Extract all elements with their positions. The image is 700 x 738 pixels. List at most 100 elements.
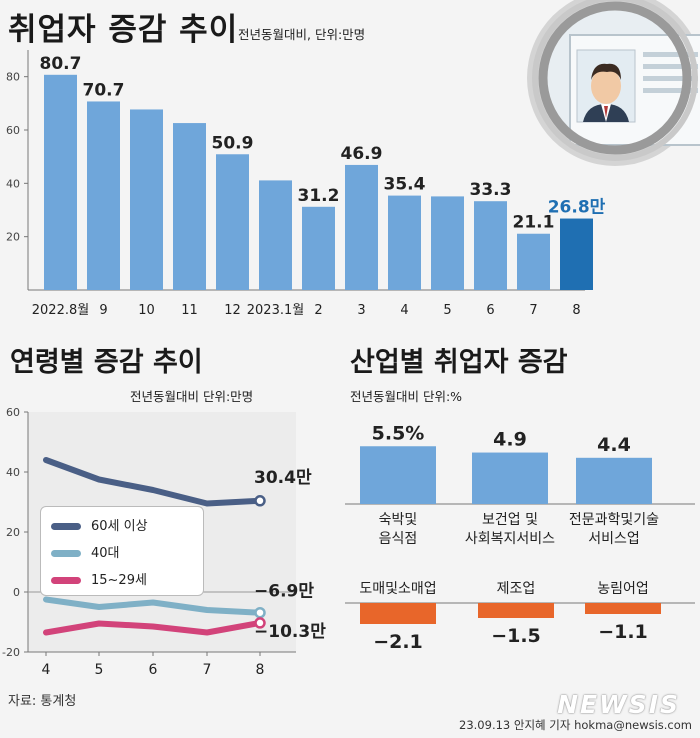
x-tick-label: 12	[224, 303, 241, 318]
industry-bar	[360, 603, 436, 624]
x-tick-label: 2	[314, 303, 322, 318]
legend-label-40s: 40대	[91, 546, 120, 561]
bar-data-label: 46.9	[341, 144, 383, 164]
y-tick-label: 80	[6, 71, 20, 84]
series-line	[43, 596, 263, 616]
bar	[259, 180, 292, 290]
bar	[216, 154, 249, 290]
bar	[474, 201, 507, 290]
industry-category-label: 숙박및	[379, 512, 418, 528]
bar	[130, 109, 163, 290]
x-tick-label: 6	[486, 303, 494, 318]
legend-item-60plus: 60세 이상	[51, 515, 148, 534]
industry-value-label: 4.9	[493, 429, 527, 451]
bar	[87, 101, 120, 290]
bar-data-label: 26.8만	[548, 198, 606, 218]
series-end-label: 30.4만	[254, 468, 312, 488]
bar-data-label: 35.4	[384, 175, 426, 195]
x-tick-label: 4	[42, 662, 51, 678]
industry-value-label: 5.5%	[372, 422, 425, 444]
industry-category-label: 전문과학및기술	[569, 512, 659, 528]
industry-bar	[585, 603, 661, 614]
x-tick-label: 5	[95, 662, 104, 678]
series-line	[43, 457, 263, 507]
series-end-label: −6.9만	[254, 582, 314, 602]
industry-value-label: −1.1	[598, 621, 648, 643]
bar-data-label: 50.9	[212, 133, 254, 153]
legend-label-15-29: 15~29세	[91, 573, 147, 588]
industry-category-label: 농림어업	[597, 581, 649, 597]
bar-data-label: 80.7	[40, 54, 82, 74]
bar-data-label: 70.7	[83, 80, 125, 100]
bar	[388, 195, 421, 290]
industry-bar	[360, 446, 436, 504]
bar-data-label: 33.3	[470, 180, 512, 200]
x-tick-label: 6	[149, 662, 158, 678]
y-tick-label: -20	[2, 646, 20, 659]
series-line	[43, 619, 263, 636]
y-tick-label: 0	[13, 586, 20, 599]
legend-swatch-40s	[51, 550, 81, 557]
byline-credit: 23.09.13 안지혜 기자 hokma@newsis.com	[459, 718, 692, 732]
y-tick-label: 40	[6, 466, 20, 479]
line-chart-legend: 60세 이상 40대 15~29세	[40, 506, 204, 596]
x-tick-label: 10	[138, 303, 155, 318]
industry-category-label: 제조업	[497, 581, 536, 597]
industry-section-title: 산업별 취업자 증감	[350, 347, 568, 378]
bar	[560, 218, 593, 290]
legend-swatch-15-29	[51, 577, 81, 584]
industry-bar	[472, 452, 548, 504]
legend-item-15-29: 15~29세	[51, 569, 147, 588]
industry-section-subtitle: 전년동월대비 단위:%	[350, 389, 463, 404]
series-end-point	[254, 606, 266, 619]
industry-value-label: −1.5	[491, 625, 541, 647]
person-face-icon	[591, 68, 621, 104]
industry-value-label: 4.4	[597, 434, 631, 456]
newsis-watermark: NEWSIS	[557, 690, 680, 719]
x-tick-label: 8	[256, 662, 265, 678]
series-end-point	[254, 495, 266, 507]
bar	[345, 164, 378, 290]
page-subtitle: 전년동월대비, 단위:만명	[238, 27, 366, 42]
bar	[173, 123, 206, 290]
industry-value-label: −2.1	[373, 631, 423, 653]
x-tick-label: 2022.8월	[32, 303, 89, 318]
industry-category-label: 음식점	[379, 531, 418, 547]
bar	[431, 196, 464, 290]
legend-swatch-60plus	[51, 523, 81, 530]
series-end-label: −10.3만	[254, 622, 326, 642]
series-end-point	[254, 617, 266, 629]
bar-data-label: 31.2	[298, 186, 340, 206]
industry-bar	[478, 603, 554, 618]
x-tick-label: 9	[99, 303, 107, 318]
industry-category-label: 보건업 및	[482, 512, 538, 528]
y-tick-label: 40	[6, 177, 20, 190]
y-tick-label: 60	[6, 124, 20, 137]
magnifier-illustration	[527, 0, 700, 166]
page-title: 취업자 증감 추이	[8, 12, 239, 48]
x-tick-label: 5	[443, 303, 451, 318]
industry-category-label: 서비스업	[588, 531, 640, 547]
bar	[302, 206, 335, 290]
x-tick-label: 8	[572, 303, 580, 318]
bar	[517, 233, 550, 290]
industry-category-label: 도매및소매업	[359, 581, 436, 597]
y-tick-label: 20	[6, 231, 20, 244]
y-tick-label: 60	[6, 406, 20, 419]
x-tick-label: 2023.1월	[247, 303, 304, 318]
bar	[44, 74, 77, 290]
legend-item-40s: 40대	[51, 542, 120, 561]
x-tick-label: 7	[203, 662, 212, 678]
industry-bar	[576, 457, 652, 504]
industry-category-label: 사회복지서비스	[465, 531, 555, 547]
bar-data-label: 21.1	[513, 213, 555, 233]
age-section-title: 연령별 증감 추이	[10, 347, 203, 378]
age-section-subtitle: 전년동월대비 단위:만명	[130, 389, 254, 404]
employment-change-bar-chart: 20 40 60 80 80.7 2022.8월 70.7 9 10 11 50.9 12 2023.1…	[6, 50, 606, 318]
x-tick-label: 4	[400, 303, 408, 318]
legend-label-60plus: 60세 이상	[91, 519, 148, 534]
x-tick-label: 11	[181, 303, 198, 318]
x-tick-label: 7	[529, 303, 537, 318]
y-tick-label: 20	[6, 526, 20, 539]
